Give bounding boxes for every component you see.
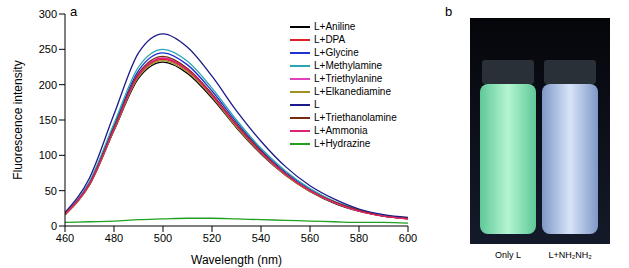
- html-text:L+Aniline: L+Aniline: [314, 21, 356, 32]
- html-text:b: b: [445, 4, 453, 19]
- svg-text:150: 150: [39, 114, 57, 126]
- svg-text:560: 560: [301, 232, 319, 244]
- html-text:L+Elkanediamine: L+Elkanediamine: [314, 86, 391, 97]
- html-text:L: L: [314, 99, 320, 110]
- html-text:a: a: [70, 4, 78, 19]
- svg-text:580: 580: [350, 232, 368, 244]
- svg-text:480: 480: [105, 232, 123, 244]
- svg-text:250: 250: [39, 43, 57, 55]
- html-text:L+Methylamine: L+Methylamine: [314, 60, 383, 71]
- svg-text:600: 600: [399, 232, 417, 244]
- html-text:L+NH₂NH₂: L+NH₂NH₂: [548, 250, 592, 260]
- svg-text:500: 500: [154, 232, 172, 244]
- svg-text:Fluorescence intensity: Fluorescence intensity: [11, 60, 25, 179]
- svg-text:0: 0: [51, 220, 57, 232]
- svg-text:540: 540: [252, 232, 270, 244]
- html-text:L+Glycine: L+Glycine: [314, 47, 359, 58]
- html-text:Only L: Only L: [495, 250, 521, 260]
- svg-text:Wavelength (nm): Wavelength (nm): [191, 253, 282, 267]
- svg-text:520: 520: [203, 232, 221, 244]
- html-text:L+DPA: L+DPA: [314, 34, 346, 45]
- svg-text:50: 50: [45, 185, 57, 197]
- svg-text:460: 460: [56, 232, 74, 244]
- html-text:L+Triethylanine: L+Triethylanine: [314, 73, 383, 84]
- html-text:L+Hydrazine: L+Hydrazine: [314, 138, 371, 149]
- html-text:L+Ammonia: L+Ammonia: [314, 125, 368, 136]
- svg-text:200: 200: [39, 79, 57, 91]
- html-text:L+Triethanolamine: L+Triethanolamine: [314, 112, 397, 123]
- svg-text:100: 100: [39, 149, 57, 161]
- svg-text:300: 300: [39, 8, 57, 20]
